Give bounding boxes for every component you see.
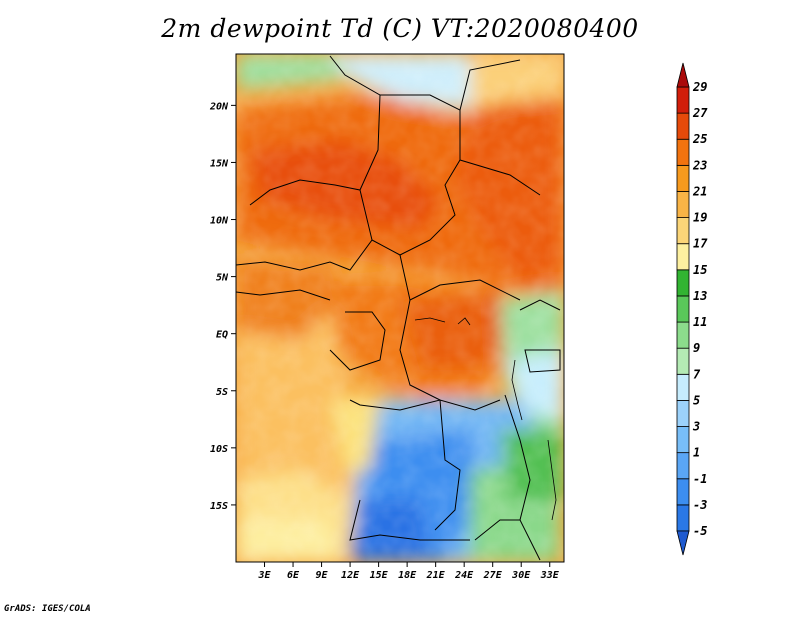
colorbar-label: 29	[692, 80, 707, 94]
colorbar-swatch	[676, 191, 690, 218]
colorbar-label: -3	[693, 498, 707, 512]
y-tick-label: 15N	[210, 158, 229, 169]
y-tick-label: 5N	[216, 273, 229, 284]
colorbar-swatch	[676, 426, 690, 454]
colorbar-swatch	[676, 86, 690, 114]
x-tick-label: 21E	[426, 570, 446, 581]
latitude-axis: 20N 15N 10N 5N EQ 5S 10S 15S	[209, 101, 236, 512]
colorbar-swatch	[676, 295, 690, 323]
lakes-and-rivers	[414, 317, 557, 521]
x-tick-label: 30E	[511, 570, 531, 581]
colorbar-label: 23	[692, 158, 707, 172]
colorbar-swatch	[676, 478, 690, 506]
colorbar-swatch	[676, 138, 690, 166]
country-borders	[236, 55, 561, 561]
colorbar-label: 21	[692, 184, 707, 198]
x-tick-label: 15E	[370, 570, 389, 581]
colorbar-label: 25	[692, 132, 707, 146]
colorbar-swatch	[676, 373, 690, 401]
colorbar-label: -1	[693, 472, 707, 486]
colorbar-swatch	[676, 504, 690, 532]
colorbar-label: 7	[693, 367, 701, 381]
colorbar-low-arrow	[676, 530, 690, 556]
x-tick-label: 33E	[540, 570, 560, 581]
colorbar-label: 17	[693, 237, 708, 251]
map-frame	[235, 53, 565, 563]
x-tick-label: 24E	[454, 570, 474, 581]
y-tick-label: 15S	[210, 501, 228, 512]
x-tick-label: 9E	[316, 570, 329, 581]
colorbar-label: 11	[693, 315, 707, 329]
colorbar-label: -5	[693, 524, 707, 538]
colorbar-swatch	[676, 452, 690, 480]
colorbar-label: 3	[692, 420, 700, 434]
colorbar-label: 15	[693, 263, 707, 277]
y-tick-label: 10N	[210, 216, 229, 227]
longitude-axis: 3E 6E 9E 12E 15E 18E 21E 24E 27E 30E 33E	[257, 562, 560, 581]
colorbar-swatch	[676, 269, 690, 297]
y-tick-label: 5S	[216, 387, 228, 398]
colorbar-label: 27	[692, 106, 708, 120]
colorbar-label: 19	[693, 211, 707, 225]
y-tick-label: EQ	[216, 330, 228, 341]
dewpoint-field	[236, 54, 564, 562]
colorbar-swatch	[676, 164, 690, 192]
map-title: 2m dewpoint Td (C) VT:2020080400	[161, 14, 639, 43]
x-tick-label: 27E	[483, 570, 503, 581]
x-tick-label: 18E	[398, 570, 417, 581]
y-tick-label: 20N	[209, 101, 229, 112]
y-tick-label: 10S	[210, 444, 228, 455]
colorbar-label: 5	[693, 393, 700, 407]
colorbar-swatch	[676, 112, 690, 140]
colorbar-swatch	[676, 217, 690, 245]
x-tick-label: 12E	[341, 570, 360, 581]
colorbar-swatch	[676, 243, 690, 271]
colorbar-label: 1	[693, 446, 700, 460]
x-tick-label: 3E	[257, 570, 271, 581]
colorbar-label: 9	[693, 341, 700, 355]
colorbar-swatch	[676, 400, 690, 427]
x-tick-label: 6E	[287, 570, 300, 581]
colorbar-label: 13	[693, 289, 707, 303]
colorbar-high-arrow	[676, 62, 690, 88]
colorbar-swatch	[676, 347, 690, 375]
colorbar-swatch	[676, 321, 690, 349]
grads-credit: GrADS: IGES/COLA	[4, 604, 91, 614]
